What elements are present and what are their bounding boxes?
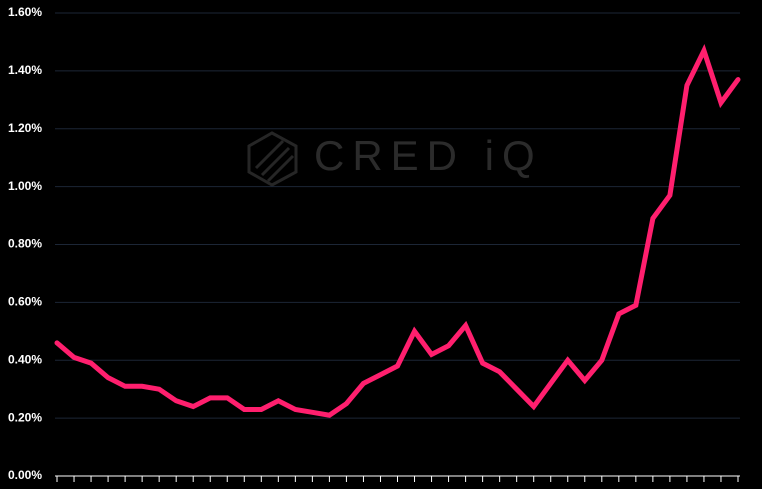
y-tick-label: 1.60% bbox=[8, 5, 42, 19]
y-tick-label: 1.00% bbox=[8, 179, 42, 193]
y-tick-label: 0.40% bbox=[8, 352, 42, 366]
y-tick-label: 0.20% bbox=[8, 410, 42, 424]
y-tick-label: 1.20% bbox=[8, 121, 42, 135]
y-tick-label: 0.00% bbox=[8, 468, 42, 482]
watermark-logo bbox=[247, 131, 298, 187]
y-tick-label: 0.60% bbox=[8, 295, 42, 309]
watermark: CRED iQ bbox=[314, 132, 543, 179]
line bbox=[54, 43, 741, 418]
y-tick-label: 0.80% bbox=[8, 237, 42, 251]
y-tick-label: 1.40% bbox=[8, 63, 42, 77]
